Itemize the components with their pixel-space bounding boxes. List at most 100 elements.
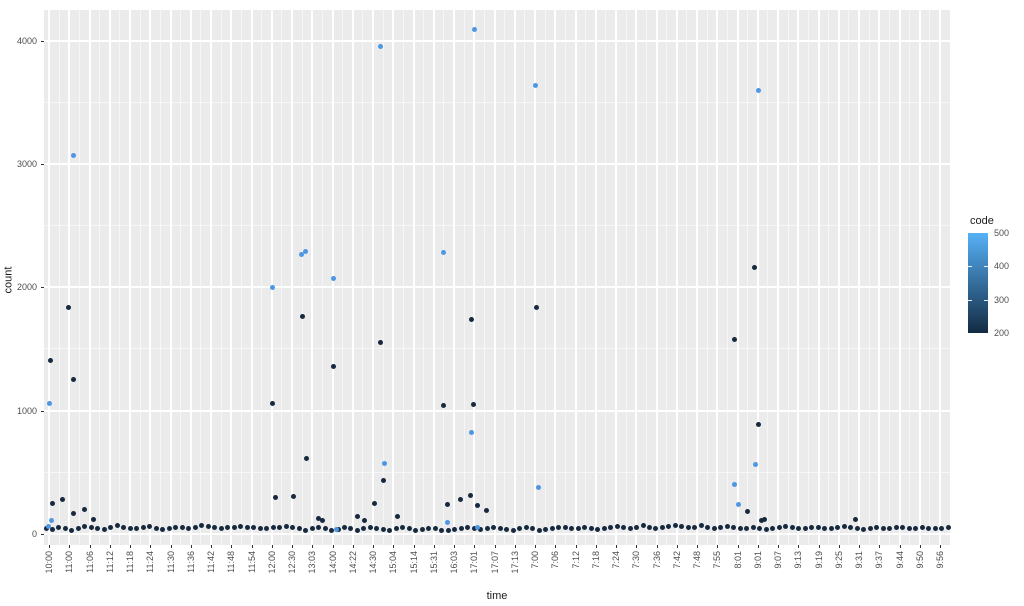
gridline-x-major bbox=[898, 10, 901, 545]
data-point bbox=[205, 524, 211, 529]
gridline-x-minor bbox=[544, 10, 546, 545]
x-tick-label: 11:42 bbox=[206, 551, 216, 573]
gridline-x-major bbox=[554, 10, 557, 545]
data-point bbox=[432, 526, 438, 532]
gridline-x-major bbox=[939, 10, 941, 545]
y-tick-mark bbox=[41, 40, 44, 42]
data-point bbox=[945, 525, 951, 531]
x-tick-label: 12:00 bbox=[266, 551, 277, 574]
gridline-x-minor bbox=[119, 10, 121, 545]
data-point bbox=[532, 82, 538, 88]
data-point bbox=[484, 526, 490, 532]
x-tick-mark bbox=[798, 545, 800, 548]
colorbar-label: 400 bbox=[994, 261, 1010, 272]
data-point bbox=[796, 526, 802, 532]
gridline-x-minor bbox=[625, 10, 627, 545]
data-point bbox=[440, 250, 446, 256]
y-tick-label: 2000 bbox=[16, 282, 37, 293]
colorbar-label: 500 bbox=[994, 228, 1010, 238]
x-tick-mark bbox=[636, 545, 638, 548]
x-tick-label: 7:42 bbox=[671, 551, 682, 569]
gridline-x-major bbox=[594, 10, 597, 545]
x-tick-mark bbox=[292, 545, 293, 548]
gridline-x-minor bbox=[868, 10, 870, 545]
data-point bbox=[48, 518, 54, 524]
data-point bbox=[302, 249, 308, 255]
x-tick-label: 8:01 bbox=[732, 551, 743, 569]
x-tick-mark bbox=[595, 545, 597, 548]
data-point bbox=[296, 525, 302, 531]
x-tick-label: 14:00 bbox=[327, 551, 338, 574]
colorbar-label: 200 bbox=[994, 328, 1010, 338]
data-point bbox=[852, 516, 858, 522]
gridline-x-major bbox=[270, 10, 273, 545]
data-point bbox=[65, 304, 71, 310]
colorbar-tick bbox=[968, 299, 972, 301]
data-point bbox=[225, 525, 231, 531]
data-point bbox=[543, 527, 549, 533]
data-point bbox=[62, 526, 68, 532]
x-tick-mark bbox=[332, 545, 334, 548]
data-point bbox=[298, 251, 304, 257]
data-point bbox=[70, 511, 76, 517]
x-tick-mark bbox=[717, 545, 719, 548]
gridline-x-minor bbox=[261, 10, 263, 545]
gridline-x-major bbox=[68, 10, 71, 545]
gridline-x-minor bbox=[787, 10, 789, 545]
data-point bbox=[186, 525, 192, 531]
data-point bbox=[381, 461, 387, 467]
gridline-x-minor bbox=[706, 10, 708, 545]
y-tick-label: 1000 bbox=[16, 405, 37, 416]
data-point bbox=[354, 527, 360, 533]
data-point bbox=[299, 314, 305, 320]
data-point bbox=[70, 377, 76, 383]
data-point bbox=[406, 526, 412, 532]
data-point bbox=[666, 524, 672, 529]
gridline-y-major bbox=[44, 39, 950, 42]
data-point bbox=[244, 524, 250, 530]
data-point bbox=[166, 526, 172, 532]
gridline-x-minor bbox=[807, 10, 809, 545]
data-point bbox=[750, 525, 756, 531]
y-tick-mark bbox=[41, 533, 44, 535]
x-tick-label: 9:56 bbox=[935, 551, 945, 569]
data-point bbox=[45, 524, 51, 529]
gridline-x-minor bbox=[463, 10, 465, 545]
data-point bbox=[835, 525, 841, 531]
x-tick-label: 17:13 bbox=[509, 551, 520, 574]
data-point bbox=[562, 525, 568, 531]
gridline-x-minor bbox=[828, 10, 830, 545]
gridline-x-minor bbox=[139, 10, 141, 545]
x-tick-mark bbox=[535, 545, 536, 548]
colorbar-gradient bbox=[968, 233, 988, 333]
gridline-x-minor bbox=[726, 10, 728, 545]
gridline-x-major bbox=[250, 10, 253, 545]
x-tick-label: 11:54 bbox=[246, 551, 257, 573]
x-tick-mark bbox=[413, 545, 415, 548]
data-point bbox=[575, 525, 581, 531]
data-point bbox=[56, 524, 62, 530]
data-point bbox=[212, 525, 218, 531]
gridline-y-minor bbox=[44, 471, 950, 473]
data-point bbox=[751, 265, 757, 271]
gridline-x-major bbox=[230, 10, 233, 545]
data-point bbox=[744, 526, 750, 532]
data-point bbox=[90, 516, 96, 522]
data-point bbox=[679, 524, 685, 529]
data-point bbox=[88, 525, 94, 531]
gridline-x-major bbox=[351, 10, 354, 545]
data-point bbox=[387, 528, 393, 534]
x-tick-label: 16:03 bbox=[449, 551, 459, 574]
gridline-x-minor bbox=[58, 10, 60, 545]
data-point bbox=[900, 524, 906, 530]
gridline-x-major bbox=[513, 10, 516, 545]
data-point bbox=[330, 276, 336, 282]
gridline-x-minor bbox=[564, 10, 566, 545]
data-point bbox=[809, 524, 815, 530]
data-point bbox=[634, 524, 640, 530]
data-point bbox=[685, 525, 691, 531]
gridline-x-minor bbox=[240, 10, 242, 545]
x-tick-label: 11:36 bbox=[185, 551, 196, 573]
data-point bbox=[601, 526, 607, 532]
